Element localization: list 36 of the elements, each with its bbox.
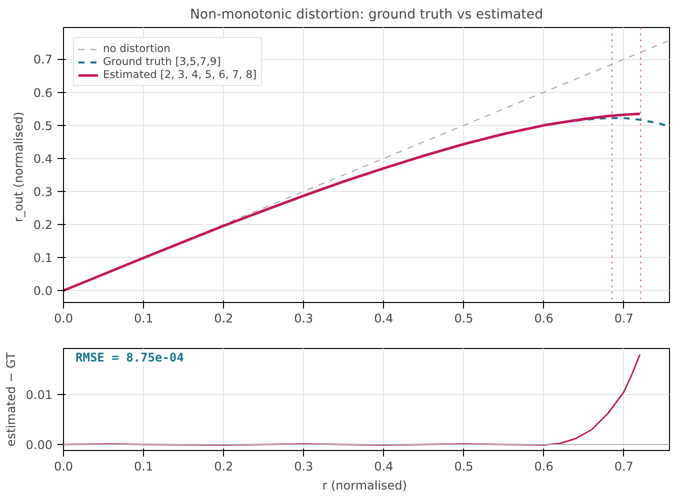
- line-series: [64, 354, 641, 446]
- x-tick-label: 0.4: [374, 460, 394, 474]
- x-tick-label: 0.1: [134, 312, 154, 326]
- x-tick-label: 0.7: [614, 460, 634, 474]
- y-tick-label: 0.5: [33, 118, 53, 133]
- x-tick-label: 0.5: [454, 312, 474, 326]
- x-tick-label: 0.5: [454, 460, 474, 474]
- y-tick-label: 0.1: [33, 251, 53, 266]
- y-axis-title: estimated − GT: [4, 352, 18, 447]
- x-tick-label: 0.3: [294, 460, 314, 474]
- x-tick-label: 0.4: [374, 312, 394, 326]
- x-tick-label: 0.2: [214, 460, 234, 474]
- y-tick-label: 0.7: [33, 52, 53, 67]
- y-tick-label: 0.4: [33, 152, 53, 166]
- y-tick-label: 0.0: [33, 284, 53, 298]
- x-tick-label: 0.0: [54, 460, 74, 474]
- x-tick-label: 0.6: [534, 312, 554, 326]
- x-tick-label: 0.0: [54, 312, 74, 326]
- line-series: [64, 112, 642, 292]
- chart-title: Non-monotonic distortion: ground truth vs estimated: [190, 8, 544, 22]
- x-tick-label: 0.3: [294, 312, 314, 326]
- y-axis-title: r_out (normalised): [11, 112, 26, 222]
- legend-label: no distortion: [103, 42, 170, 55]
- legend-label: Ground truth [3,5,7,9]: [103, 55, 221, 68]
- x-tick-label: 0.6: [534, 460, 554, 474]
- x-tick-label: 0.7: [614, 312, 634, 326]
- y-tick-label: 0.00: [26, 438, 52, 452]
- x-tick-label: 0.2: [214, 312, 234, 326]
- y-tick-label: 0.2: [33, 218, 53, 232]
- y-tick-label: 0.01: [26, 388, 52, 402]
- annotation: RMSE = 8.75e-04: [76, 350, 184, 364]
- legend-label: Estimated [2, 3, 4, 5, 6, 7, 8]: [103, 68, 257, 81]
- x-tick-label: 0.1: [134, 460, 154, 474]
- x-axis-title: r (normalised): [322, 478, 407, 492]
- y-tick-label: 0.6: [33, 86, 53, 100]
- y-tick-label: 0.3: [33, 184, 53, 199]
